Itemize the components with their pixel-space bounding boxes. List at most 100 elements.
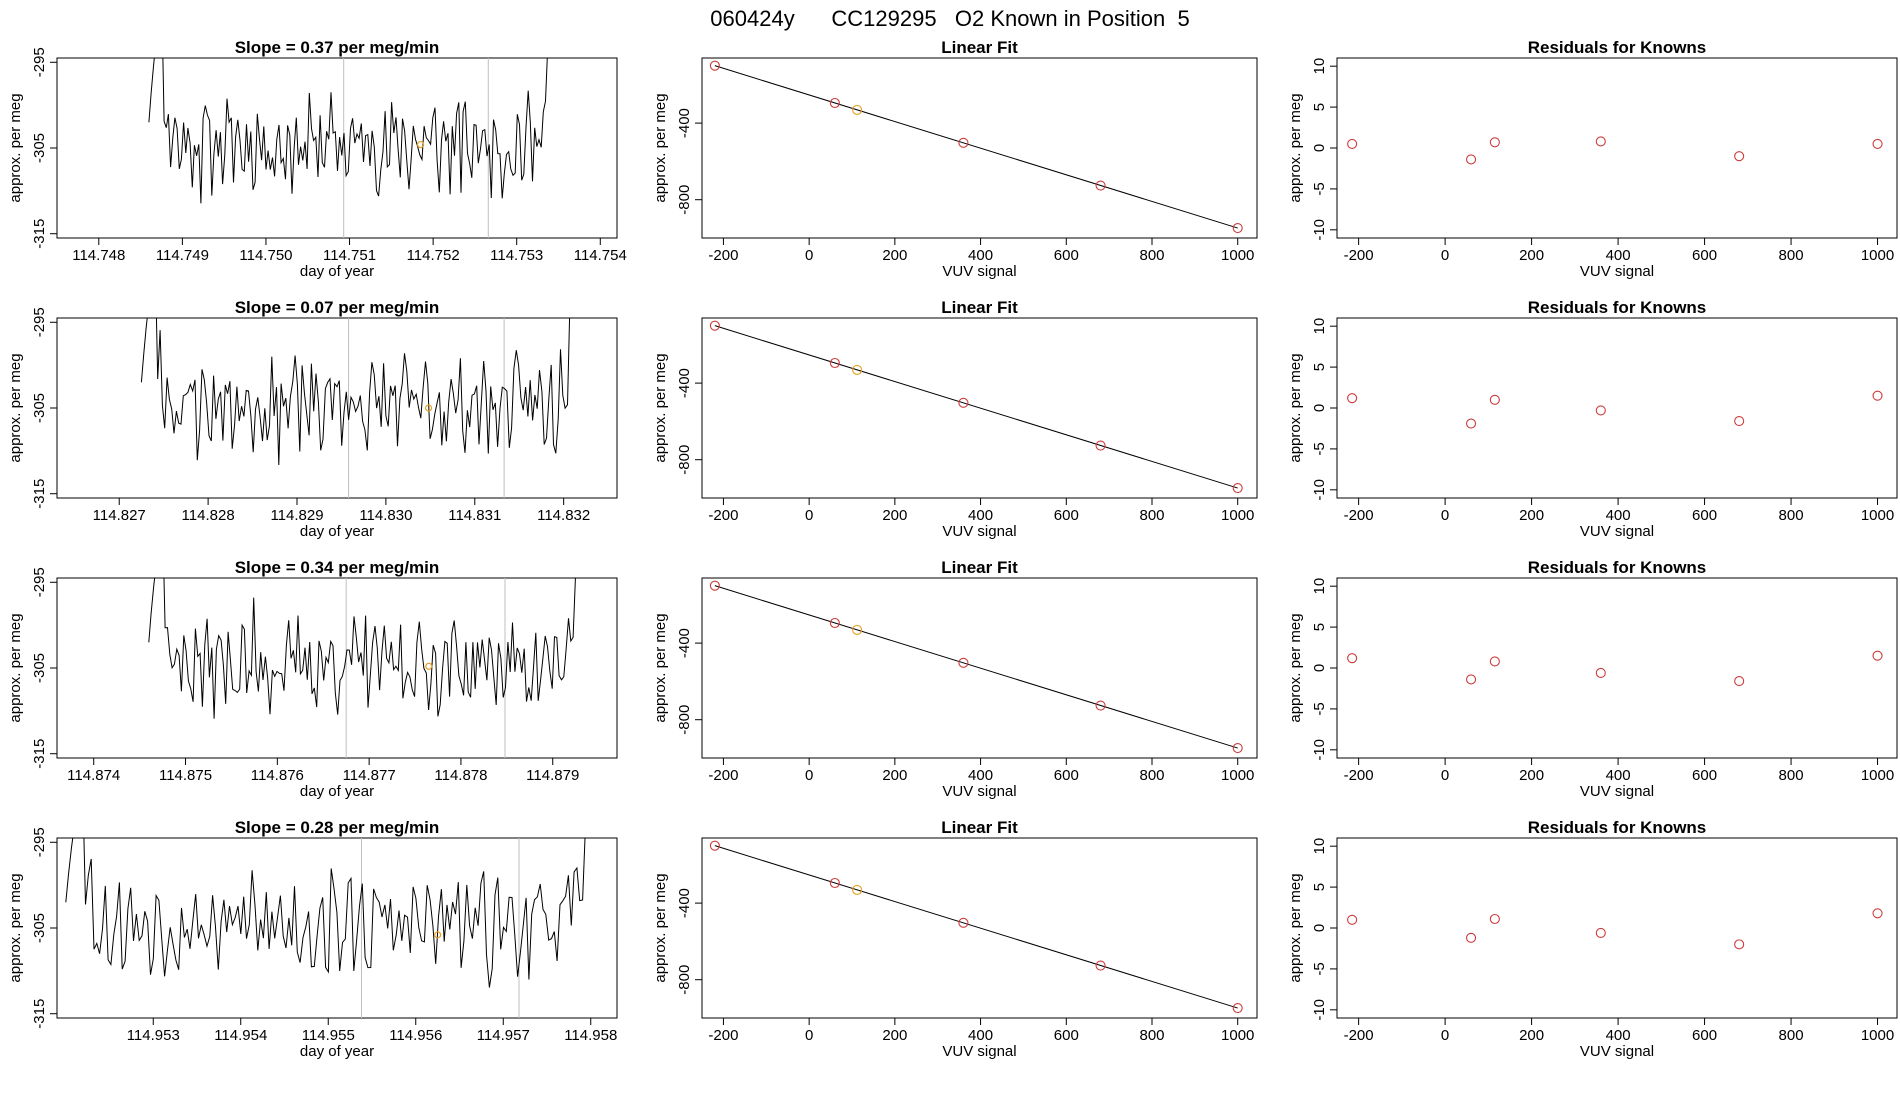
panel-grid: Slope = 0.37 per meg/min 114.748 114.749 11…	[7, 38, 1898, 1060]
panel-r1-c1: Linear Fit -200 0 200 400 600 800 1000 -400 -800 V…	[652, 298, 1258, 540]
panel-title: Residuals for Knowns	[1528, 38, 1707, 57]
known-data-point	[1872, 390, 1883, 401]
y-axis-label: approx. per meg	[7, 613, 24, 722]
panel-title: Slope = 0.37 per meg/min	[235, 38, 440, 57]
plot-frame	[1336, 837, 1898, 1019]
sample-marker-point	[425, 662, 433, 670]
sample-data-point	[852, 104, 863, 115]
x-tick-label: 0	[805, 507, 813, 524]
plot-area	[148, 578, 576, 758]
panel-title: Residuals for Knowns	[1528, 818, 1707, 837]
known-data-point	[1872, 138, 1883, 149]
y-tick-label: -5	[1311, 442, 1328, 455]
y-axis-label: approx. per meg	[652, 353, 669, 462]
x-tick-label: 400	[968, 247, 993, 264]
known-data-point	[1095, 180, 1106, 191]
panel-title: Linear Fit	[941, 558, 1018, 577]
known-data-point	[1595, 927, 1606, 938]
plot-area	[714, 845, 1238, 1009]
x-axis-label: VUV signal	[942, 523, 1016, 540]
known-data-point	[829, 877, 840, 889]
known-data-point	[1734, 416, 1745, 427]
x-tick-label: 400	[968, 507, 993, 524]
y-tick-label: -800	[676, 445, 693, 475]
x-tick-label: -200	[708, 1027, 738, 1044]
x-axis-label: day of year	[300, 1043, 374, 1060]
x-tick-label: 114.877	[343, 767, 396, 784]
x-tick-label: 800	[1139, 507, 1164, 524]
sample-marker-point	[424, 404, 433, 412]
y-tick-label: -315	[31, 219, 48, 249]
x-tick-label: 600	[1054, 507, 1079, 524]
x-axis-label: VUV signal	[942, 1043, 1016, 1060]
y-axis-label: approx. per meg	[652, 613, 669, 722]
panel-r1-c0: Slope = 0.07 per meg/min 114.827 114.828 11…	[7, 298, 618, 540]
x-tick-label: 114.748	[72, 247, 125, 264]
x-tick-label: 800	[1139, 247, 1164, 264]
regression-fit-line	[714, 585, 1238, 749]
plot-frame	[701, 57, 1258, 239]
y-axis-label: approx. per meg	[7, 873, 24, 982]
x-tick-label: 1000	[1861, 247, 1894, 264]
panel-r1-c2: Residuals for Knowns-200 0 200 400 600 800 100…	[1287, 298, 1898, 540]
x-tick-label: 800	[1139, 1027, 1164, 1044]
panel-r2-c2: Residuals for Knowns-200 0 200 400 600 800 100…	[1287, 558, 1898, 800]
y-tick-label: 10	[1311, 838, 1328, 855]
x-tick-label: 600	[1692, 767, 1717, 784]
x-tick-label: 600	[1054, 247, 1079, 264]
known-data-point	[958, 917, 969, 928]
panel-r2-c1: Linear Fit -200 0 200 400 600 800 1000 -400 -800 V…	[652, 558, 1258, 800]
x-tick-label: 800	[1779, 507, 1804, 524]
panel-title: Slope = 0.28 per meg/min	[235, 818, 440, 837]
known-data-point	[958, 397, 969, 408]
plot-frame	[1336, 317, 1898, 499]
sample-marker-point	[434, 931, 442, 939]
plot-frame	[701, 317, 1258, 499]
x-tick-label: 114.830	[359, 507, 412, 524]
y-tick-label: 0	[1311, 664, 1328, 672]
figure-title: 060424y CC129295 O2 Known in Position 5	[710, 6, 1189, 31]
known-data-point	[709, 580, 720, 591]
regression-fit-line	[714, 325, 1238, 489]
x-tick-label: 114.828	[182, 507, 235, 524]
y-tick-label: -800	[676, 965, 693, 995]
y-tick-label: -295	[31, 307, 48, 337]
x-tick-label: 114.953	[127, 1027, 180, 1044]
x-axis-label: VUV signal	[942, 783, 1016, 800]
sample-data-point	[852, 364, 863, 375]
plot-frame	[1336, 57, 1898, 239]
y-tick-label: -315	[31, 999, 48, 1029]
known-data-point	[1347, 914, 1358, 925]
x-axis-label: VUV signal	[1580, 783, 1654, 800]
y-tick-label: 10	[1311, 578, 1328, 595]
known-data-point	[1095, 440, 1106, 451]
known-data-point	[1734, 676, 1745, 687]
x-tick-label: -200	[708, 507, 738, 524]
x-tick-label: 400	[1606, 1027, 1631, 1044]
x-tick-label: 114.957	[477, 1027, 530, 1044]
panel-r2-c0: Slope = 0.34 per meg/min 114.874 114.875 11…	[7, 558, 618, 800]
x-tick-label: 400	[1606, 247, 1631, 264]
panel-r3-c1: Linear Fit -200 0 200 400 600 800 1000 -400 -800 V…	[652, 818, 1258, 1060]
x-tick-label: -200	[1344, 247, 1374, 264]
signal-trace-line	[148, 58, 548, 204]
x-tick-label: 114.749	[156, 247, 209, 264]
known-data-point	[1466, 154, 1477, 165]
known-data-point	[1232, 482, 1243, 494]
signal-trace-line	[148, 578, 576, 719]
panel-r0-c0: Slope = 0.37 per meg/min 114.748 114.749 11…	[7, 38, 627, 280]
known-data-point	[1489, 913, 1500, 925]
regression-fit-line	[714, 845, 1238, 1009]
panel-r3-c2: Residuals for Knowns-200 0 200 400 600 800 100…	[1287, 818, 1898, 1060]
y-tick-label: -305	[31, 393, 48, 423]
y-tick-label: -5	[1311, 702, 1328, 715]
x-tick-label: 200	[882, 507, 907, 524]
x-tick-label: 200	[882, 1027, 907, 1044]
panel-title: Linear Fit	[941, 38, 1018, 57]
known-data-point	[1347, 393, 1358, 404]
x-tick-label: 114.752	[407, 247, 460, 264]
known-data-point	[1489, 394, 1500, 405]
y-tick-label: -400	[676, 888, 693, 918]
x-tick-label: 114.956	[389, 1027, 442, 1044]
